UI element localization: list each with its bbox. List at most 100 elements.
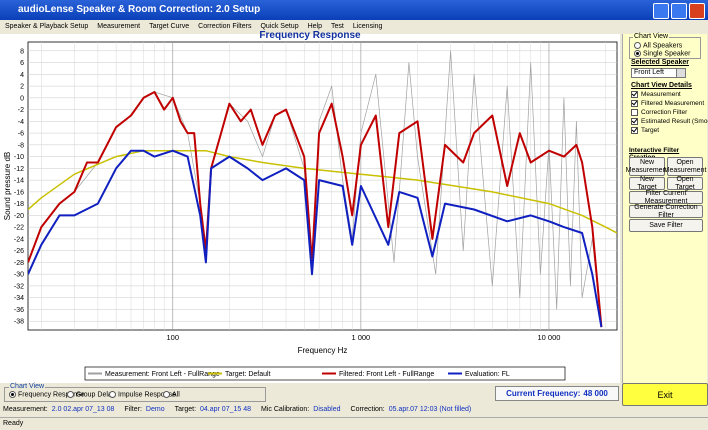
bottom-bar: Chart View Frequency Response Group Delay I… — [0, 383, 708, 406]
chart-title: Frequency Response — [259, 30, 361, 41]
radio-button[interactable] — [67, 391, 74, 398]
menu-item[interactable]: Quick Setup — [260, 23, 299, 30]
info-label: Measurement: — [3, 406, 48, 413]
speaker-dropdown[interactable]: Front Left — [631, 68, 686, 78]
checkbox-option[interactable]: Filtered Measurement — [631, 100, 704, 107]
radio-option[interactable]: All Speakers — [634, 42, 682, 49]
radio-option[interactable]: All — [163, 391, 180, 398]
checkbox-option[interactable]: Estimated Result (Smoothed) — [631, 118, 708, 125]
window-title: audioLense Speaker & Room Correction: 2.… — [18, 4, 261, 15]
info-value: 05.apr.07 12:03 (Not filled) — [388, 406, 472, 413]
checkbox-option[interactable]: Measurement — [631, 91, 681, 98]
chart-view-group: Chart View Frequency Response Group Delay I… — [4, 383, 266, 402]
current-frequency: Current Frequency: 48 000 — [495, 386, 619, 401]
menu-item[interactable]: Test — [331, 23, 344, 30]
radio-button[interactable] — [634, 50, 641, 57]
section-heading: Selected Speaker — [631, 59, 689, 66]
checkbox[interactable] — [631, 118, 638, 125]
section-heading: Chart View Details — [631, 82, 692, 89]
radio-button[interactable] — [163, 391, 170, 398]
series-line — [28, 149, 603, 328]
checkbox-label: Measurement — [641, 91, 681, 99]
y-tick-label: -28 — [14, 260, 24, 267]
radio-button[interactable] — [109, 391, 116, 398]
radio-button[interactable] — [634, 42, 641, 49]
checkbox[interactable] — [631, 109, 638, 116]
radio-option[interactable]: Frequency Response — [9, 391, 85, 398]
y-tick-label: -4 — [18, 119, 24, 126]
legend-label: Measurement: Front Left - FullRange — [105, 371, 220, 378]
radio-label: Group Delay — [76, 391, 116, 399]
series-line — [28, 149, 617, 234]
checkbox-option[interactable]: Target — [631, 127, 659, 134]
group-label: Chart View — [633, 33, 670, 40]
x-axis-label: Frequency Hz — [298, 346, 348, 355]
checkbox[interactable] — [631, 91, 638, 98]
y-tick-label: -26 — [14, 248, 24, 255]
minimize-button[interactable] — [653, 3, 669, 19]
menu-item[interactable]: Measurement — [97, 23, 141, 30]
frequency-value: 48 000 — [583, 389, 608, 398]
status-text: Ready — [3, 420, 24, 427]
y-tick-label: -30 — [14, 272, 24, 279]
close-button[interactable] — [689, 3, 705, 19]
checkbox-label: Target — [641, 127, 660, 135]
radio-label: All Speakers — [643, 42, 683, 50]
panel-button[interactable]: Filter Current Measurement — [629, 190, 703, 205]
exit-button[interactable]: Exit — [622, 383, 708, 406]
y-tick-label: -6 — [18, 131, 24, 138]
panel-button[interactable]: Generate Correction Filter — [629, 204, 703, 219]
y-tick-label: -36 — [14, 307, 24, 314]
menu-item[interactable]: Target Curve — [149, 23, 190, 30]
title-bar: audioLense Speaker & Room Correction: 2.… — [0, 0, 708, 20]
radio-label: Impulse Response — [118, 391, 176, 399]
checkbox-label: Estimated Result (Smoothed) — [641, 118, 708, 126]
y-tick-label: -12 — [14, 166, 24, 173]
y-tick-label: -18 — [14, 201, 24, 208]
menu-item[interactable]: Help — [307, 23, 322, 30]
info-label: Target: — [174, 406, 197, 413]
y-tick-label: -16 — [14, 189, 24, 196]
info-label: Correction: — [350, 406, 385, 413]
series-line — [28, 91, 603, 328]
y-tick-label: -32 — [14, 283, 24, 290]
y-tick-label: -10 — [14, 154, 24, 161]
y-tick-label: -34 — [14, 295, 24, 302]
menu-item[interactable]: Licensing — [352, 23, 383, 30]
radio-option[interactable]: Group Delay — [67, 391, 115, 398]
checkbox[interactable] — [631, 100, 638, 107]
panel-button[interactable]: New Measurement — [626, 157, 668, 176]
y-tick-label: -22 — [14, 225, 24, 232]
radio-option[interactable]: Impulse Response — [109, 391, 176, 398]
checkbox-option[interactable]: Correction Filter — [631, 109, 687, 116]
info-line: Measurement: 2.0 02.apr 07_13 08 Filter: De… — [3, 406, 703, 416]
radio-label: All — [172, 391, 180, 399]
panel-button[interactable]: Open Target — [667, 176, 703, 191]
dropdown-arrow[interactable] — [676, 69, 685, 77]
radio-label: Frequency Response — [18, 391, 85, 399]
x-tick-label: 10 000 — [537, 333, 560, 342]
x-tick-label: 1 000 — [351, 333, 370, 342]
menu-item[interactable]: Correction Filters — [198, 23, 252, 30]
y-tick-label: -2 — [18, 107, 24, 114]
maximize-button[interactable] — [671, 3, 687, 19]
window-buttons — [653, 3, 705, 19]
radio-button[interactable] — [9, 391, 16, 398]
y-axis-label: Sound pressure dB — [3, 152, 12, 221]
checkbox[interactable] — [631, 127, 638, 134]
info-label: Mic Calibration: — [261, 406, 310, 413]
panel-button[interactable]: New Target — [629, 176, 665, 191]
y-tick-label: -38 — [14, 319, 24, 326]
chart: Frequency Response 8 6 4 2 0 -2 -4 -6 -8 -10 -12 -14… — [3, 30, 618, 381]
y-tick-label: 6 — [20, 60, 24, 67]
frequency-label: Current Frequency: — [506, 389, 581, 398]
info-value: 04.apr 07_15 48 — [200, 406, 252, 413]
y-tick-label: 8 — [20, 48, 24, 55]
menu-item[interactable]: Speaker & Playback Setup — [5, 23, 89, 30]
panel-button[interactable]: Open Measurement — [664, 157, 706, 176]
info-value: 2.0 02.apr 07_13 08 — [51, 406, 115, 413]
panel-button[interactable]: Save Filter — [629, 219, 703, 232]
radio-label: Single Speaker — [643, 50, 691, 58]
radio-option[interactable]: Single Speaker — [634, 50, 690, 57]
